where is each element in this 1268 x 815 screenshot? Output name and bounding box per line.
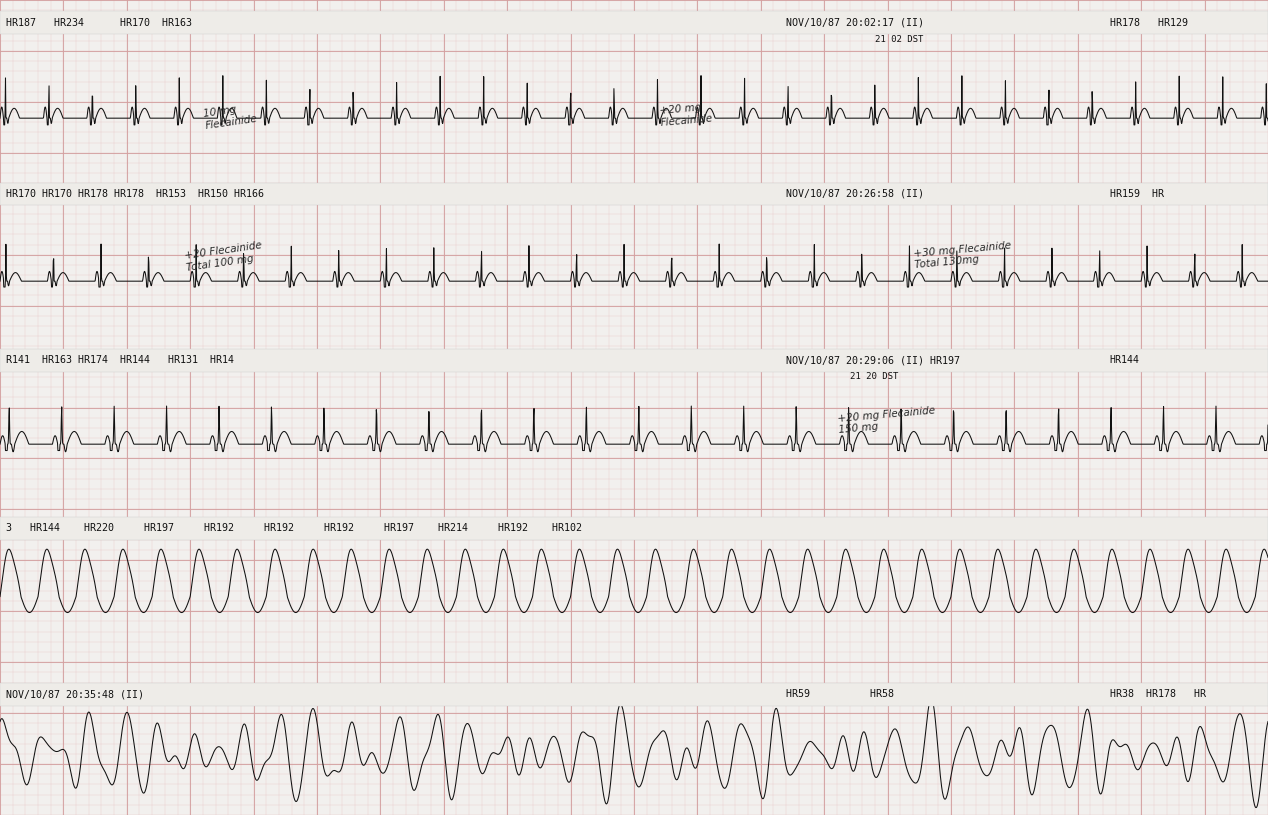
Bar <box>0 11 1268 34</box>
Bar <box>0 517 1268 540</box>
Text: +20 Flecainide
Total 100 mg: +20 Flecainide Total 100 mg <box>184 240 264 273</box>
Text: HR144: HR144 <box>1110 355 1140 365</box>
Bar <box>0 349 1268 372</box>
Text: HR170 HR170 HR178 HR178  HR153  HR150 HR166: HR170 HR170 HR178 HR178 HR153 HR150 HR16… <box>6 189 264 199</box>
Bar <box>0 683 1268 706</box>
Text: NOV/10/87 20:35:48 (II): NOV/10/87 20:35:48 (II) <box>6 689 145 699</box>
Text: HR38  HR178   HR: HR38 HR178 HR <box>1110 689 1206 699</box>
Text: NOV/10/87 20:02:17 (II): NOV/10/87 20:02:17 (II) <box>786 18 924 28</box>
Text: +20 mg Flecainide
150 mg: +20 mg Flecainide 150 mg <box>837 405 936 435</box>
Text: 21 20 DST: 21 20 DST <box>850 372 898 381</box>
Text: HR178   HR129: HR178 HR129 <box>1110 18 1188 28</box>
Text: NOV/10/87 20:26:58 (II): NOV/10/87 20:26:58 (II) <box>786 189 924 199</box>
Text: +30 mg Flecainide
Total 130mg: +30 mg Flecainide Total 130mg <box>913 240 1012 271</box>
Text: 10 mg
Flecainide: 10 mg Flecainide <box>203 102 259 130</box>
Text: HR59          HR58: HR59 HR58 <box>786 689 894 699</box>
Text: 21 02 DST: 21 02 DST <box>875 34 923 44</box>
Text: HR187   HR234      HR170  HR163: HR187 HR234 HR170 HR163 <box>6 18 193 28</box>
Text: 3   HR144    HR220     HR197     HR192     HR192     HR192     HR197    HR214   : 3 HR144 HR220 HR197 HR192 HR192 HR192 HR… <box>6 523 582 533</box>
Text: HR159  HR: HR159 HR <box>1110 189 1164 199</box>
Bar <box>0 183 1268 205</box>
Text: R141  HR163 HR174  HR144   HR131  HR14: R141 HR163 HR174 HR144 HR131 HR14 <box>6 355 235 365</box>
Text: NOV/10/87 20:29:06 (II) HR197: NOV/10/87 20:29:06 (II) HR197 <box>786 355 960 365</box>
Text: +20 mg
Flecainide: +20 mg Flecainide <box>659 102 714 128</box>
